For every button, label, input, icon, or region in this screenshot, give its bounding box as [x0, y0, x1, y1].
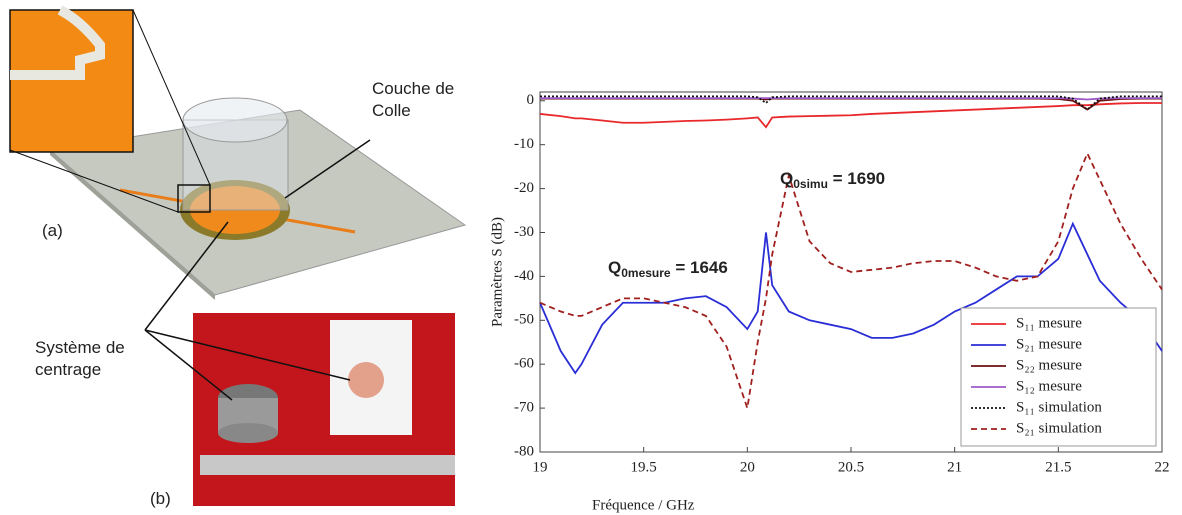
- x-tick-label: 21: [947, 459, 962, 475]
- panel-label: (b): [150, 489, 171, 508]
- series-line: [539, 221, 1163, 375]
- legend-label: S₁₁ mesure: [1016, 315, 1082, 331]
- y-tick-label: -30: [514, 224, 534, 240]
- zoom-box: [177, 184, 211, 213]
- annotation-rest: = 1690: [828, 169, 885, 188]
- annotation: Q0mesure = 1646: [608, 258, 728, 280]
- inset: [9, 9, 134, 153]
- zoom-line: [9, 149, 179, 213]
- arrow: [144, 329, 233, 401]
- annotation: Q0simu = 1690: [780, 169, 885, 191]
- arrow: [144, 221, 229, 331]
- x-tick-label: 19.5: [631, 459, 657, 475]
- x-tick-label: 22: [1155, 459, 1170, 475]
- y-tick-label: -70: [514, 400, 534, 416]
- series-line: [539, 102, 1162, 129]
- series-line: [539, 151, 1163, 409]
- panel-label: (a): [42, 221, 63, 240]
- legend-label: S₂₁ simulation: [1016, 420, 1102, 436]
- x-tick-label: 19: [533, 459, 548, 475]
- annotation-main: Q: [608, 258, 621, 277]
- zoom-line: [132, 9, 211, 186]
- annotation-main: Q: [780, 169, 793, 188]
- photo-cylinder-base: [218, 423, 278, 443]
- x-axis-title: Fréquence / GHz: [592, 497, 695, 513]
- series-line: [540, 95, 1162, 111]
- arrow: [144, 329, 351, 381]
- y-tick-label: -80: [514, 443, 534, 459]
- callout-centering: Système de centrage: [35, 338, 125, 379]
- inset-gap: [10, 5, 105, 80]
- legend-label: S₂₁ mesure: [1016, 336, 1082, 352]
- y-tick-label: 0: [527, 92, 535, 108]
- arrow: [284, 139, 371, 199]
- y-tick-label: -40: [514, 268, 534, 284]
- y-tick-label: -50: [514, 312, 534, 328]
- x-tick-label: 20.5: [838, 459, 864, 475]
- y-tick-label: -20: [514, 180, 534, 196]
- legend-label: S₂₂ mesure: [1016, 357, 1082, 373]
- legend-label: S₁₂ mesure: [1016, 378, 1082, 394]
- photo-disc: [348, 362, 384, 398]
- y-tick-label: -60: [514, 356, 534, 372]
- cavity-top: [182, 97, 288, 143]
- annotation-sub: 0simu: [793, 177, 828, 191]
- photo-ruler: [200, 455, 455, 475]
- annotation-sub: 0mesure: [621, 266, 671, 280]
- substrate-edge: [50, 150, 215, 300]
- y-tick-label: -10: [514, 136, 534, 152]
- y-axis-title: Paramètres S (dB): [489, 217, 505, 327]
- x-tick-label: 20: [740, 459, 755, 475]
- annotation-rest: = 1646: [671, 258, 728, 277]
- legend: [960, 307, 1157, 447]
- callout-glue: Couche de Colle: [372, 79, 455, 120]
- x-tick-label: 21.5: [1045, 459, 1071, 475]
- series-line: [540, 97, 1162, 101]
- legend-label: S₁₁ simulation: [1016, 399, 1102, 415]
- chart: Fréquence / GHz Paramètres S (dB) -80 -70…: [489, 91, 1170, 513]
- illustration: [9, 5, 467, 506]
